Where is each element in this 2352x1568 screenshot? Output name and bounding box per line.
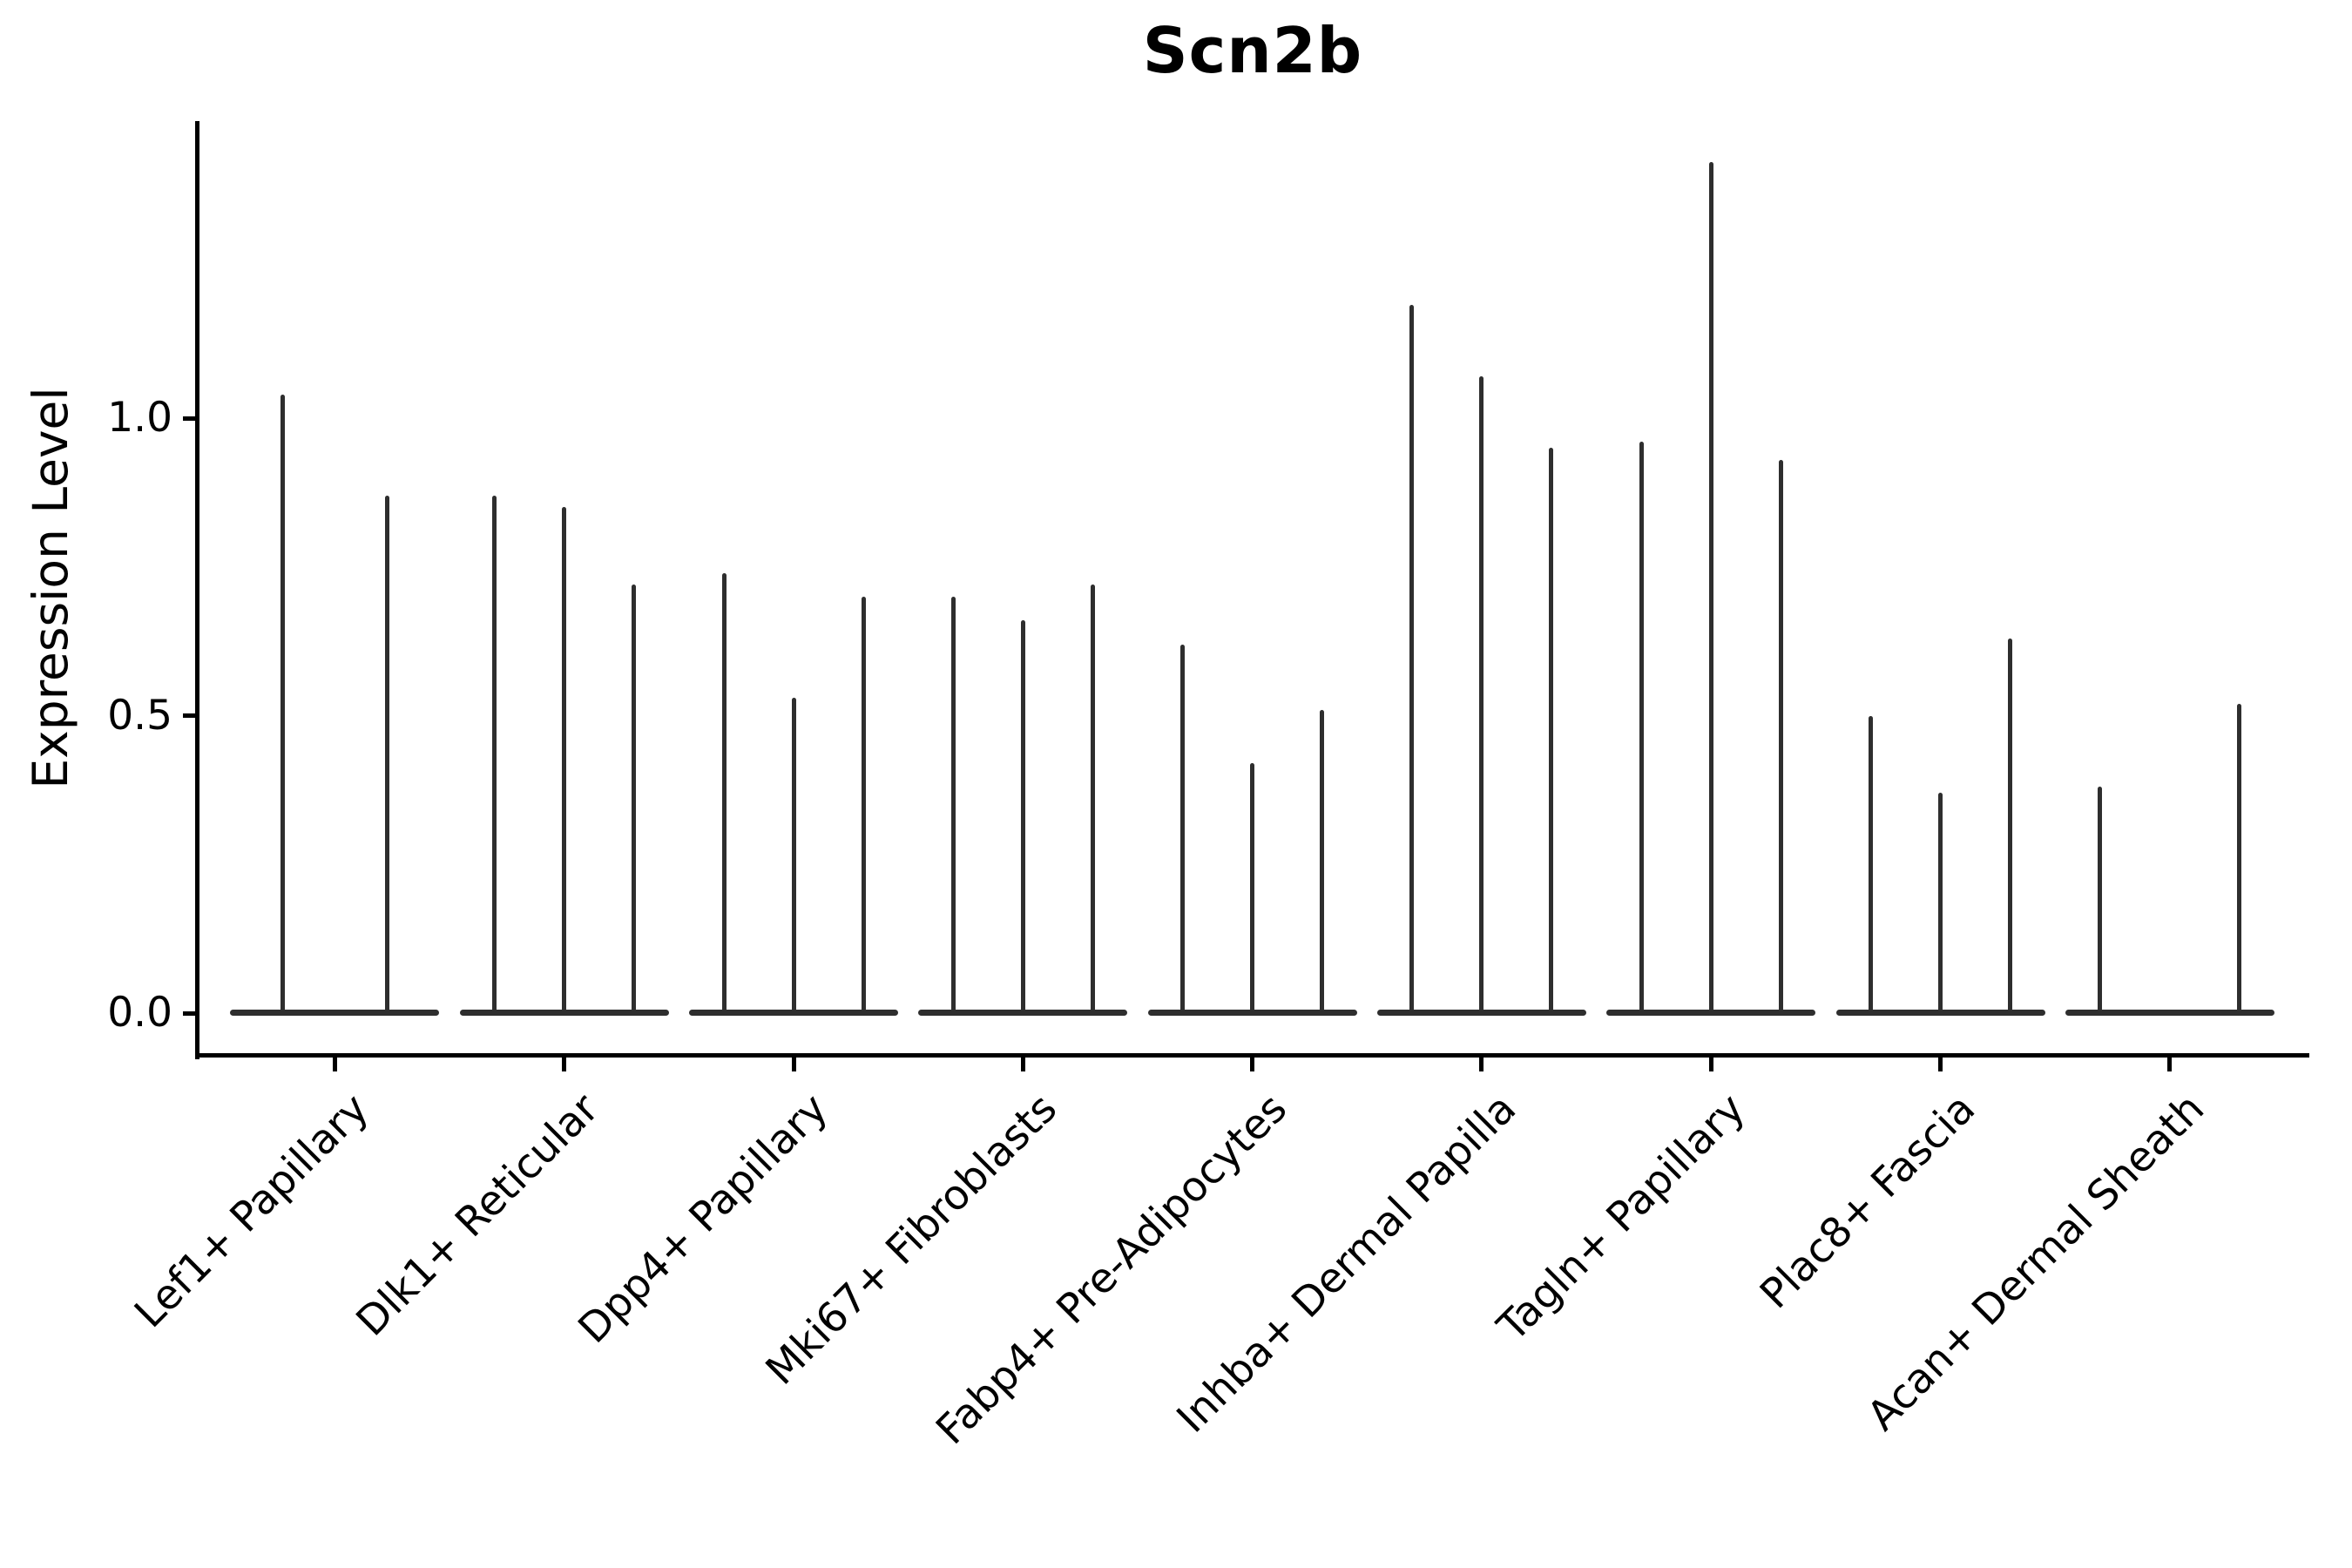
violin-spike: [1090, 585, 1095, 1015]
y-tick-label: 0.0: [107, 989, 172, 1037]
x-axis-spine: [195, 1053, 2309, 1058]
violin-baseline: [2065, 1010, 2274, 1016]
y-tick-label: 1.0: [107, 394, 172, 442]
plot-title: Scn2b: [1142, 14, 1363, 87]
violin-spike: [791, 698, 796, 1015]
x-tick: [562, 1056, 567, 1071]
violin-spike: [1549, 448, 1554, 1015]
violin-spike: [1938, 793, 1943, 1015]
violin-spike: [384, 495, 389, 1015]
y-tick: [183, 713, 197, 718]
violin-spike: [1708, 162, 1713, 1015]
violin-spike: [632, 585, 637, 1015]
violin-spike: [1869, 715, 1873, 1015]
x-tick: [1020, 1056, 1025, 1071]
violin-spike: [562, 507, 567, 1015]
violin-spike: [280, 394, 285, 1015]
violin-spike: [1180, 644, 1186, 1015]
violin-spike: [1320, 709, 1325, 1015]
violin-spike: [2008, 638, 2012, 1015]
x-tick: [332, 1056, 337, 1071]
y-tick-label: 0.5: [107, 691, 172, 740]
violin-spike: [950, 596, 956, 1015]
y-tick: [183, 416, 197, 421]
violin-spike: [1639, 442, 1644, 1015]
y-tick: [183, 1010, 197, 1016]
violin-spike: [1409, 305, 1415, 1015]
violin-spike: [1250, 763, 1255, 1015]
violin-spike: [2098, 787, 2103, 1015]
violin-spike: [2237, 703, 2242, 1015]
violin-spike: [1479, 376, 1484, 1015]
violin-spike: [861, 596, 866, 1015]
violin-baseline: [230, 1010, 440, 1016]
violin-spike: [492, 495, 497, 1015]
x-tick: [1938, 1056, 1943, 1071]
x-tick: [1250, 1056, 1255, 1071]
x-tick: [1479, 1056, 1484, 1071]
y-axis-spine: [195, 121, 199, 1059]
violin-spike: [1778, 459, 1783, 1015]
violin-spike: [1020, 620, 1025, 1015]
x-tick: [791, 1056, 796, 1071]
x-tick: [1708, 1056, 1713, 1071]
violin-spike: [721, 572, 727, 1015]
x-tick: [2167, 1056, 2173, 1071]
